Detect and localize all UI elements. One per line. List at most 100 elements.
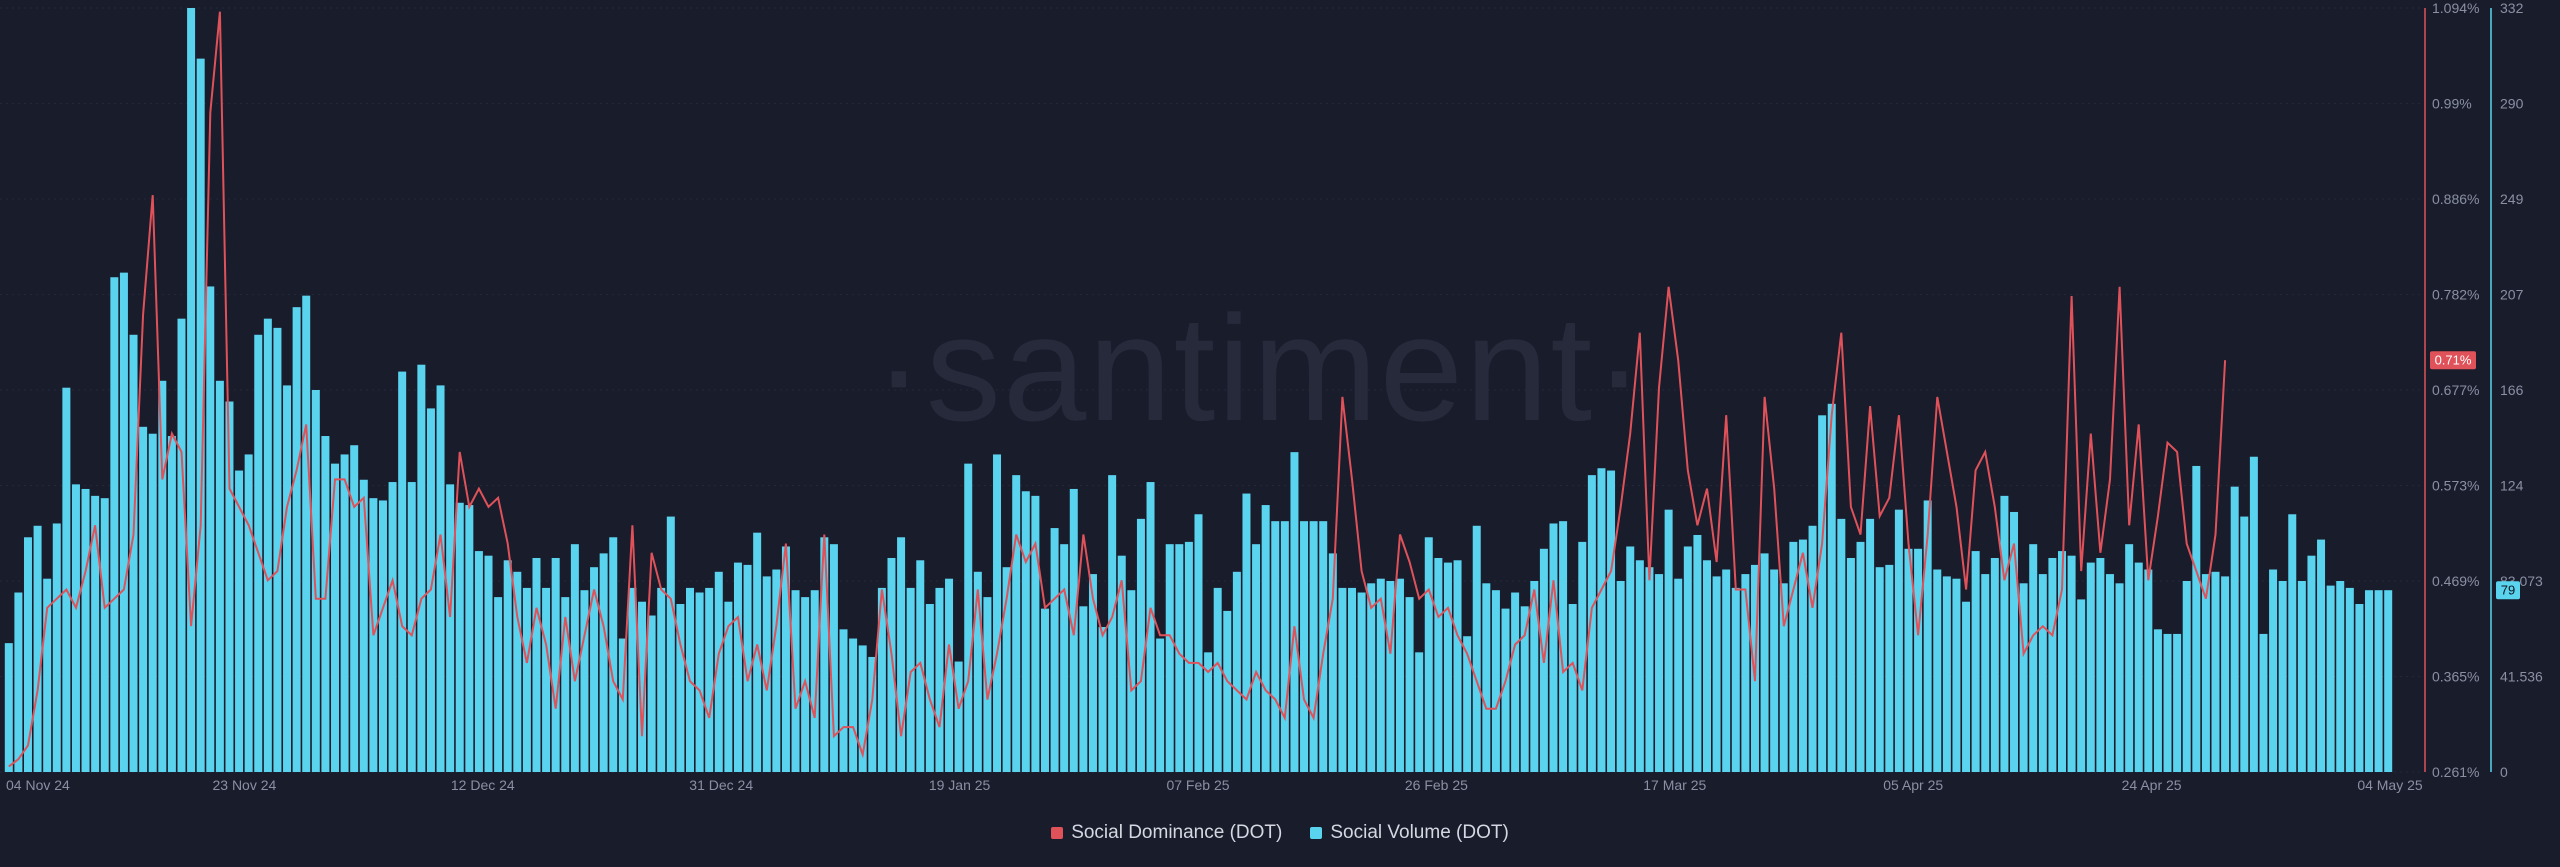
volume-bar bbox=[1952, 578, 1961, 772]
current-dominance-badge: 0.71% bbox=[2430, 351, 2476, 370]
volume-bar bbox=[1559, 521, 1568, 772]
volume-bar bbox=[2182, 581, 2191, 772]
volume-bar bbox=[1530, 581, 1539, 772]
dominance-tick-label: 0.469% bbox=[2432, 573, 2479, 589]
volume-bar bbox=[1760, 553, 1769, 772]
volume-bar bbox=[407, 482, 416, 772]
volume-bar bbox=[417, 364, 426, 772]
volume-bar bbox=[542, 587, 551, 772]
volume-bar bbox=[2048, 557, 2057, 772]
volume-bar bbox=[1443, 562, 1452, 772]
volume-bar bbox=[1290, 452, 1299, 772]
volume-bar bbox=[225, 401, 234, 772]
volume-bar bbox=[2067, 555, 2076, 772]
volume-bar bbox=[2307, 555, 2316, 772]
volume-bar bbox=[2221, 576, 2230, 772]
legend-item-social-volume[interactable]: Social Volume (DOT) bbox=[1310, 822, 1509, 844]
volume-bar bbox=[2297, 581, 2306, 772]
volume-bar bbox=[1923, 500, 1932, 772]
volume-bar bbox=[1885, 564, 1894, 772]
volume-bar bbox=[599, 553, 608, 772]
volume-bar bbox=[561, 597, 570, 772]
volume-bar bbox=[2355, 604, 2364, 772]
volume-bar bbox=[1491, 590, 1500, 772]
volume-bar bbox=[1271, 521, 1280, 772]
volume-bar bbox=[2201, 574, 2210, 772]
volume-bar bbox=[781, 546, 790, 772]
volume-bar bbox=[340, 454, 349, 772]
volume-bar bbox=[167, 436, 176, 772]
volume-bar bbox=[1117, 555, 1126, 772]
volume-bar bbox=[1511, 592, 1520, 772]
volume-bar bbox=[925, 604, 934, 772]
volume-bar bbox=[1463, 636, 1472, 772]
volume-bar bbox=[292, 307, 301, 772]
volume-bar bbox=[1031, 495, 1040, 772]
volume-bar bbox=[2057, 551, 2066, 772]
dominance-tick-label: 0.677% bbox=[2432, 382, 2479, 398]
volume-bar bbox=[2086, 562, 2095, 772]
volume-bar bbox=[2029, 544, 2038, 772]
volume-bar bbox=[570, 544, 579, 772]
volume-bar bbox=[1798, 539, 1807, 772]
x-tick-label: 05 Apr 25 bbox=[1883, 777, 1943, 793]
volume-bar bbox=[1962, 601, 1971, 772]
volume-bar bbox=[1664, 509, 1673, 772]
volume-bar bbox=[839, 629, 848, 772]
volume-bar bbox=[465, 505, 474, 772]
volume-bar bbox=[503, 560, 512, 772]
volume-bar bbox=[1367, 583, 1376, 772]
volume-bar bbox=[52, 523, 61, 772]
volume-bar bbox=[81, 488, 90, 772]
volume-bar bbox=[1827, 403, 1836, 772]
volume-bar bbox=[945, 578, 954, 772]
volume-bar bbox=[1616, 581, 1625, 772]
volume-bar bbox=[1194, 514, 1203, 772]
volume-bar bbox=[695, 592, 704, 772]
volume-bar bbox=[733, 562, 742, 772]
volume-bar bbox=[2010, 511, 2019, 772]
volume-bar bbox=[2192, 465, 2201, 772]
volume-bar bbox=[1300, 521, 1309, 772]
volume-bar bbox=[436, 385, 445, 772]
volume-bar bbox=[1856, 541, 1865, 772]
volume-bar bbox=[1933, 569, 1942, 772]
volume-bar bbox=[1348, 587, 1357, 772]
volume-bar bbox=[858, 645, 867, 772]
volume-bar bbox=[1156, 638, 1165, 772]
volume-bar bbox=[1837, 518, 1846, 772]
volume-bar bbox=[772, 569, 781, 772]
volume-bar bbox=[1866, 518, 1875, 772]
x-tick-label: 31 Dec 24 bbox=[689, 777, 753, 793]
volume-bar bbox=[1232, 571, 1241, 772]
volume-bar bbox=[2019, 583, 2028, 772]
volume-bar bbox=[829, 544, 838, 772]
volume-bar bbox=[1914, 548, 1923, 772]
volume-bar bbox=[743, 564, 752, 772]
volume-bar bbox=[532, 557, 541, 772]
legend-item-social-dominance[interactable]: Social Dominance (DOT) bbox=[1051, 822, 1282, 844]
volume-bar bbox=[1453, 560, 1462, 772]
chart-legend: Social Dominance (DOT) Social Volume (DO… bbox=[0, 818, 2560, 848]
volume-bar bbox=[724, 601, 733, 772]
volume-bar bbox=[1712, 576, 1721, 772]
volume-bar bbox=[1578, 541, 1587, 772]
volume-bar bbox=[1472, 525, 1481, 772]
volume-bar bbox=[1942, 576, 1951, 772]
volume-bar bbox=[906, 587, 915, 772]
volume-bar bbox=[474, 551, 483, 772]
volume-tick-label: 332 bbox=[2500, 0, 2524, 16]
volume-bar bbox=[1309, 521, 1318, 772]
x-tick-label: 04 May 25 bbox=[2357, 777, 2423, 793]
volume-bar bbox=[14, 592, 23, 772]
current-volume-badge: 79 bbox=[2496, 581, 2520, 600]
volume-bar bbox=[235, 470, 244, 772]
volume-bar bbox=[350, 445, 359, 772]
volume-bar bbox=[2384, 590, 2393, 772]
volume-bar bbox=[638, 601, 647, 772]
volume-bar bbox=[100, 498, 109, 772]
volume-bar bbox=[244, 454, 253, 772]
dominance-tick-label: 0.782% bbox=[2432, 287, 2479, 303]
volume-bar bbox=[618, 638, 627, 772]
